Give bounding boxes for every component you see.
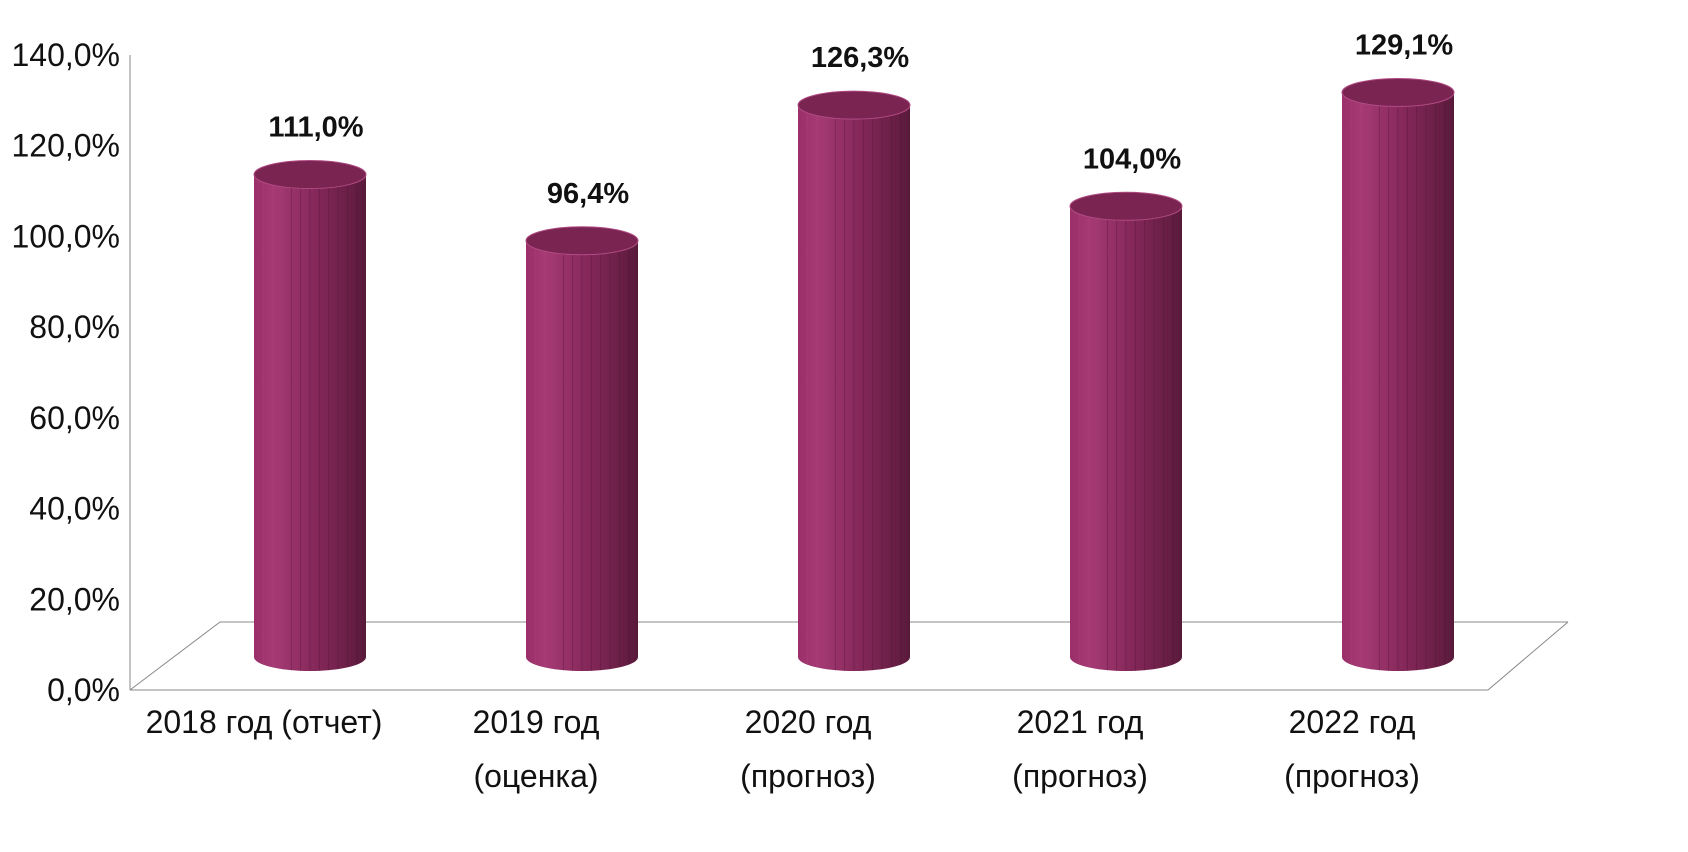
- bar-body: [526, 240, 638, 671]
- x-category-label: 2022 год: [1289, 704, 1416, 740]
- data-label: 111,0%: [268, 112, 363, 144]
- bar-top: [1069, 191, 1183, 221]
- data-label: 126,3%: [811, 42, 910, 74]
- floor-front-edge: [130, 621, 1569, 691]
- x-category-label: (оценка): [473, 758, 598, 794]
- y-tick-label: 140,0%: [11, 37, 120, 73]
- x-category-label: 2020 год: [745, 704, 872, 740]
- x-category-label: (прогноз): [1012, 758, 1148, 794]
- bar-body: [254, 174, 366, 672]
- y-axis: 0,0% 20,0% 40,0% 60,0% 80,0% 100,0% 120,0% 140,…: [11, 37, 131, 708]
- bar-cylinder: 111,0%: [253, 112, 367, 672]
- bar-body: [1342, 92, 1454, 672]
- data-label: 129,1%: [1355, 29, 1454, 61]
- bar-cylinder: 129,1%: [1341, 29, 1455, 672]
- data-label: 104,0%: [1083, 143, 1182, 175]
- y-tick-label: 100,0%: [11, 218, 120, 254]
- bar-body: [798, 105, 910, 671]
- bar-top: [1341, 77, 1455, 107]
- y-tick-label: 20,0%: [29, 581, 120, 617]
- bar-cylinder: 96,4%: [525, 178, 639, 671]
- y-tick-label: 60,0%: [29, 400, 120, 436]
- x-category-label: 2021 год: [1017, 704, 1144, 740]
- bar-top: [253, 160, 367, 190]
- x-category-label: 2019 год: [473, 704, 600, 740]
- y-tick-label: 120,0%: [11, 128, 120, 164]
- y-tick-label: 40,0%: [29, 491, 120, 527]
- bar-cylinder: 104,0%: [1069, 143, 1183, 672]
- y-tick-label: 80,0%: [29, 309, 120, 345]
- x-axis: 2018 год (отчет) 2019 год (оценка) 2020 год…: [146, 704, 1420, 794]
- bars-group: 111,0% 96,4% 126,3% 104,0% 129,1%: [253, 29, 1455, 672]
- bar-cylinder: 126,3%: [797, 42, 911, 671]
- bar-top: [797, 90, 911, 120]
- x-category-label: (прогноз): [740, 758, 876, 794]
- x-category-label: (прогноз): [1284, 758, 1420, 794]
- data-label: 96,4%: [547, 178, 629, 210]
- y-tick-label: 0,0%: [47, 672, 120, 708]
- bar-top: [525, 226, 639, 256]
- bar-body: [1070, 206, 1182, 672]
- x-category-label: 2018 год (отчет): [146, 704, 383, 740]
